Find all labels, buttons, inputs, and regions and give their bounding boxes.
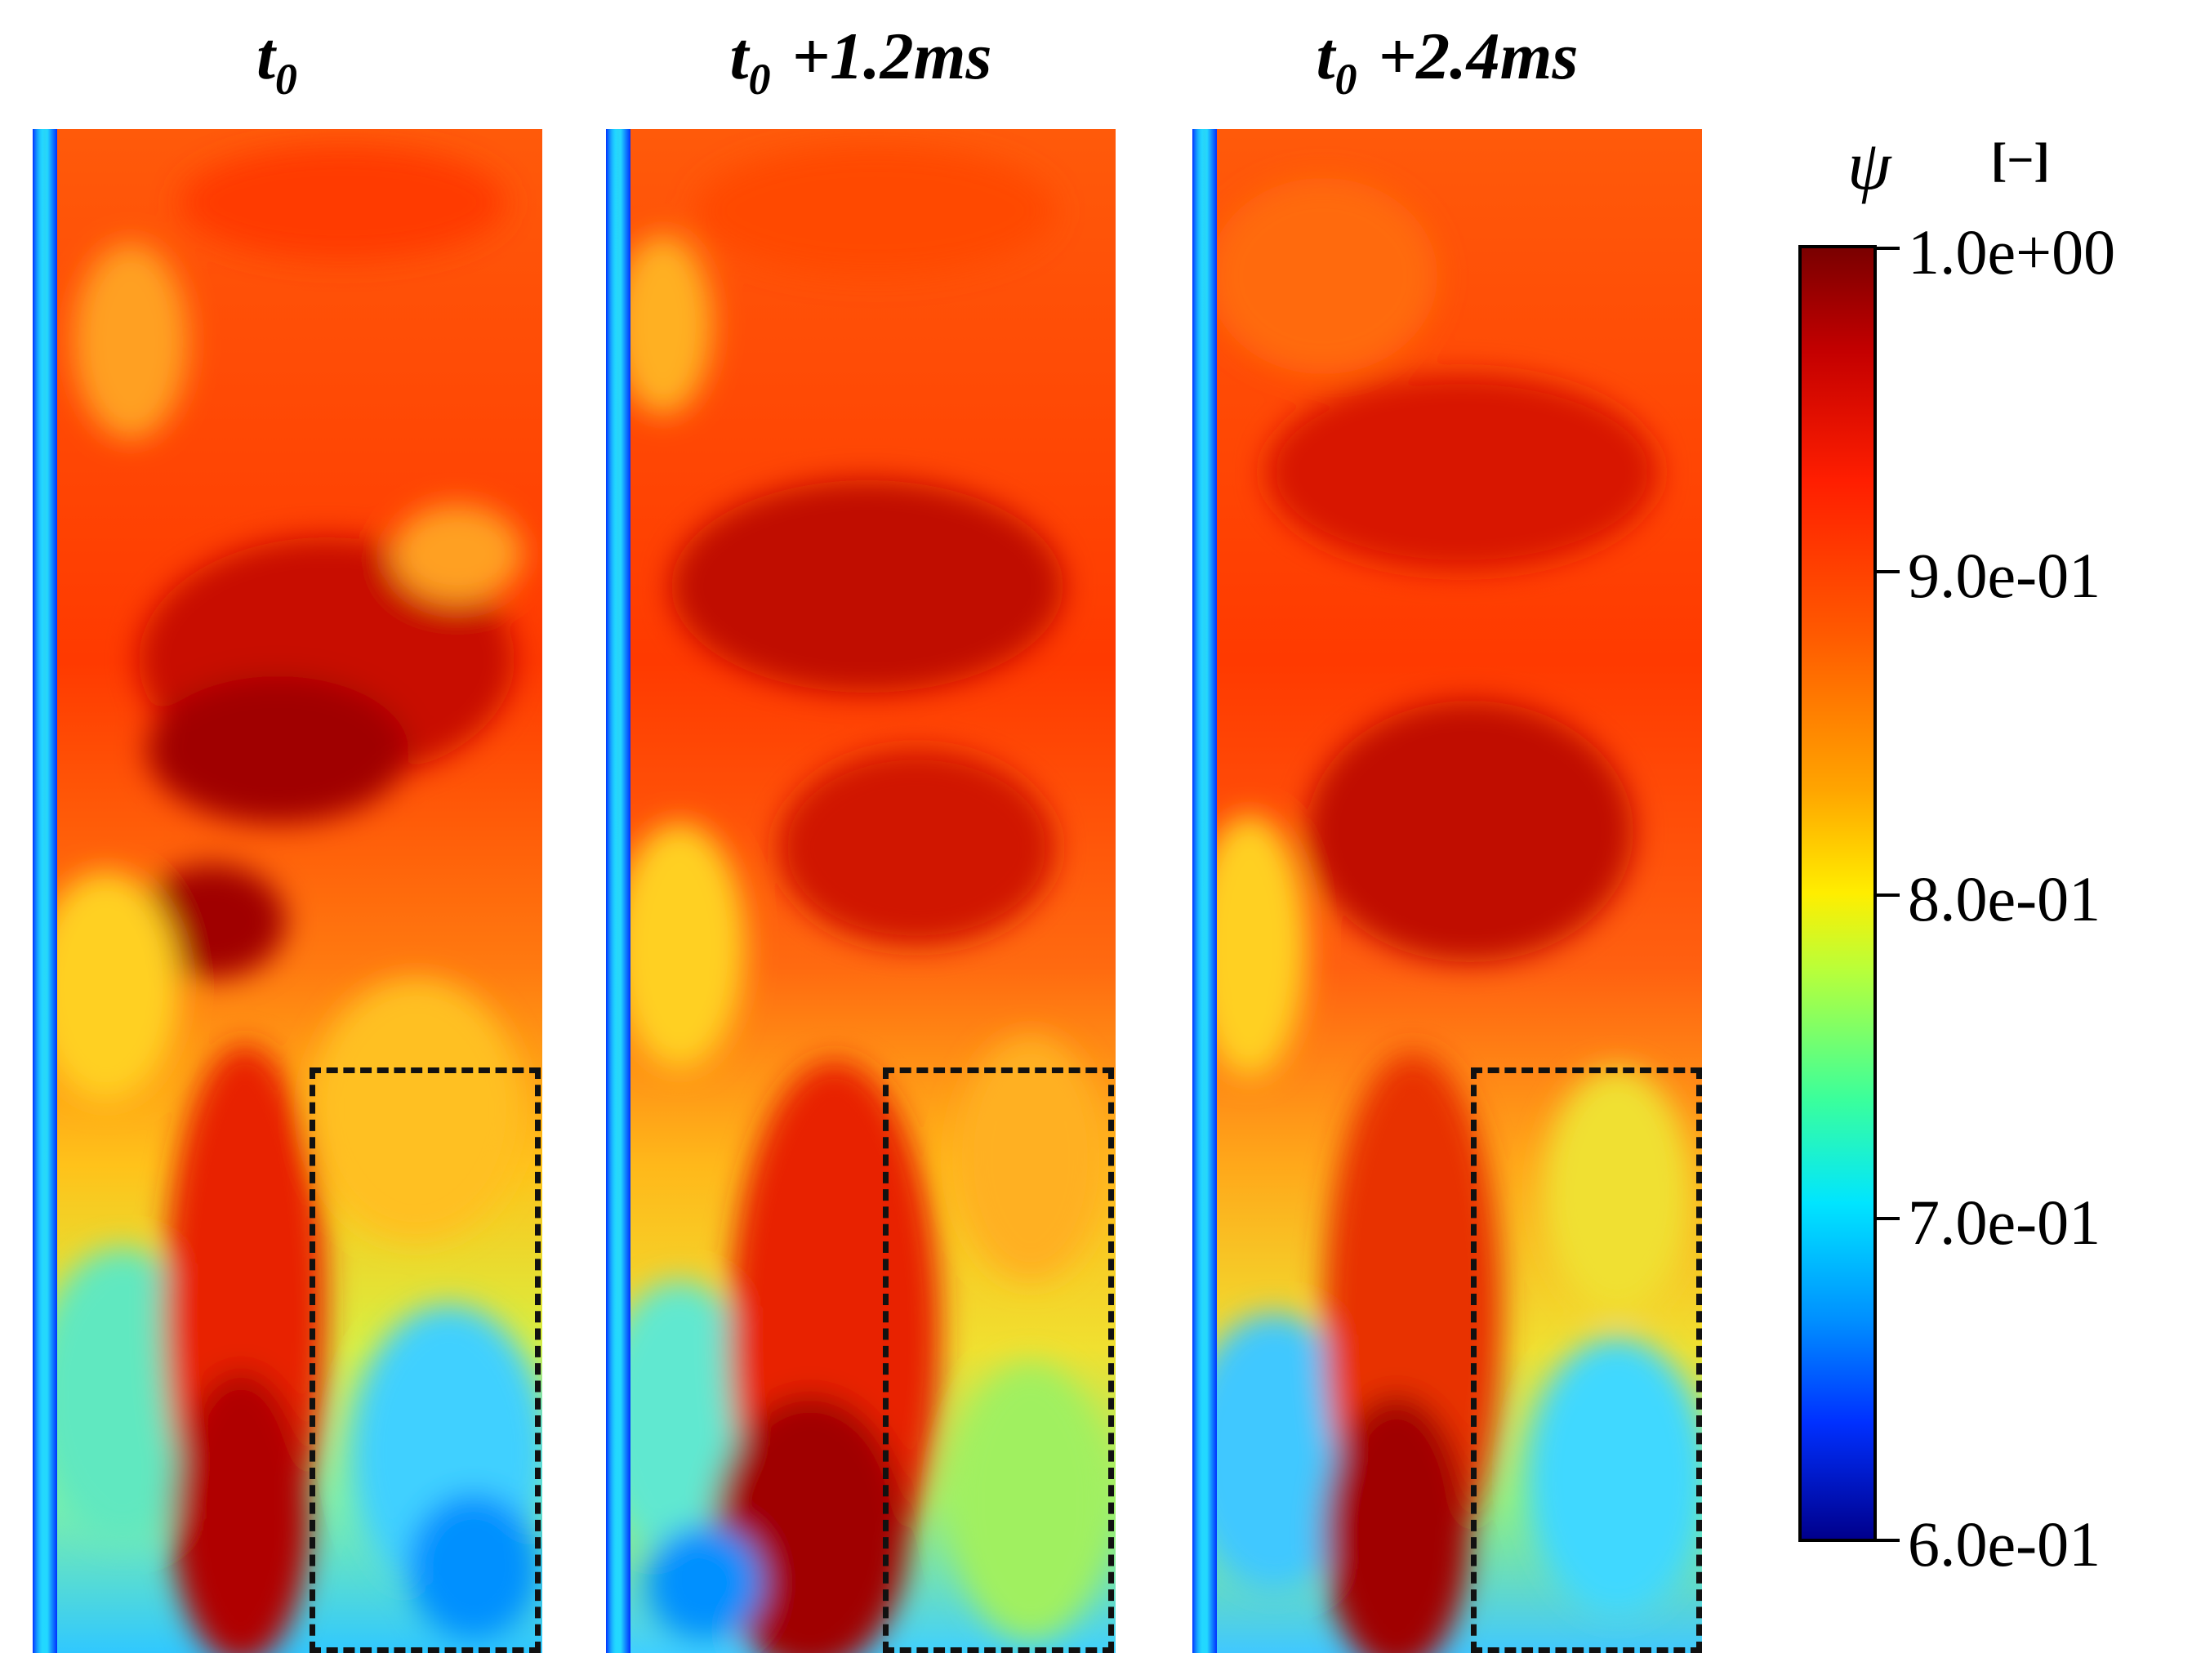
colorbar-unit: [−] [1991,133,2050,186]
contour-panel-1 [33,129,542,1653]
colorbar-tick [1877,570,1900,573]
region-of-interest-box-2 [883,1067,1114,1653]
colorbar-tick [1877,1539,1900,1542]
flame-field-image [606,129,1116,1653]
colorbar-label: 7.0e-01 [1908,1187,2101,1258]
time-base: t [1316,19,1335,93]
contour-panel-3 [1192,129,1702,1653]
colorbar-label: 1.0e+00 [1908,216,2116,287]
colorbar-label: 6.0e-01 [1908,1508,2101,1580]
contour-panel-2 [606,129,1116,1653]
time-subscript: 0 [274,54,297,104]
region-of-interest-box-3 [1471,1067,1702,1653]
colorbar-tick [1877,893,1900,897]
flame-field-image [1192,129,1702,1653]
colorbar-tick [1877,1217,1900,1220]
time-subscript: 0 [748,54,771,104]
flame-field-image [33,129,542,1653]
colorbar [1798,245,1877,1542]
colorbar-tick [1877,247,1900,250]
time-base: t [729,19,749,93]
panel-title-3: t0 +2.4ms [1192,18,1702,116]
time-base: t [256,19,275,93]
colorbar-label: 9.0e-01 [1908,540,2101,611]
time-offset: +2.4ms [1378,19,1579,93]
time-subscript: 0 [1334,54,1357,104]
colorbar-label: 8.0e-01 [1908,863,2101,934]
time-offset: +1.2ms [791,19,992,93]
panel-title-1: t0 [33,18,542,116]
colorbar-symbol: ψ [1847,126,1891,204]
panel-title-2: t0 +1.2ms [606,18,1116,116]
region-of-interest-box-1 [310,1067,541,1653]
